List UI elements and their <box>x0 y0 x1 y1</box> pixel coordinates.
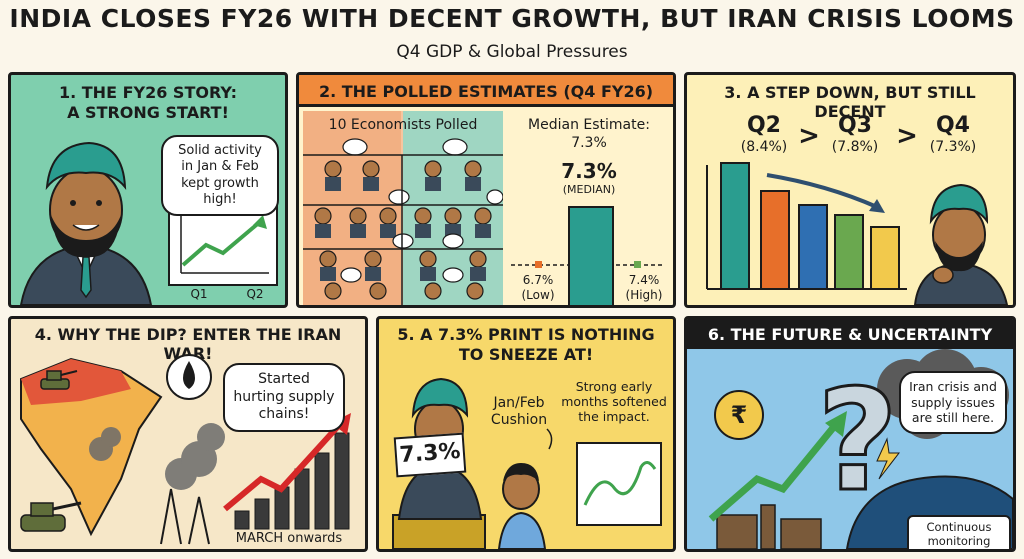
panel-5: 5. A 7.3% PRINT IS NOTHING TO SNEEZE AT!… <box>376 316 676 552</box>
growth-chart-icon <box>168 204 278 286</box>
presenter-illustration <box>19 141 278 305</box>
low-tag: (Low) <box>521 288 555 302</box>
panel-6-speech-bubble: Iran crisis and supply issues are still … <box>899 371 1007 434</box>
factory-icon <box>716 504 822 549</box>
estimate-bar-chart <box>511 206 665 305</box>
rising-bars-icon <box>234 432 350 530</box>
panel-6-title-bar <box>687 319 1013 349</box>
rupee-symbol: ₹ <box>730 401 748 429</box>
median-bar <box>568 206 614 305</box>
panel-1-speech-bubble: Solid activity in Jan & Feb kept growth … <box>161 135 279 216</box>
low-value: 6.7% <box>522 273 554 287</box>
panel-1-chart-x2: Q2 <box>246 287 264 301</box>
page-subtitle: Q4 GDP & Global Pressures <box>396 42 628 62</box>
panel-2-title: 2. THE POLLED ESTIMATES (Q4 FY26) <box>318 82 654 101</box>
panel-3-title: 3. A STEP DOWN, BUT STILL DECENT <box>724 83 976 122</box>
turbaned-man-icon <box>19 141 153 305</box>
gt-symbol-1: > <box>798 121 820 151</box>
panel-4: 4. WHY THE DIP? ENTER THE IRAN WAR! Star… <box>8 316 368 552</box>
panel-5-title-line1: 5. A 7.3% PRINT IS NOTHING <box>397 325 655 344</box>
rupee-coin-icon <box>714 390 764 440</box>
median-heading: Median Estimate: <box>528 117 650 133</box>
panel-5-note: Strong early months softened the impact. <box>561 379 667 424</box>
panel-1-title-line2: A STRONG START! <box>67 103 229 122</box>
panel-1-title-line1: 1. THE FY26 STORY: <box>58 83 237 102</box>
panel-2-title-bar <box>299 75 673 107</box>
panel-3: 3. A STEP DOWN, BUT STILL DECENT Q2 (8.4… <box>684 72 1016 308</box>
green-arrow-icon <box>708 420 840 522</box>
economist-faces-icon <box>314 160 492 300</box>
high-marker <box>634 261 641 268</box>
gt-symbol-2: > <box>896 121 918 151</box>
march-onwards-label: MARCH onwards <box>235 531 343 546</box>
panel-1: 1. THE FY26 STORY: A STRONG START! Solid… <box>8 72 288 308</box>
page-title: INDIA CLOSES FY26 WITH DECENT GROWTH, BU… <box>9 4 1015 33</box>
q4-label: Q4 <box>935 113 970 138</box>
red-arrow-icon <box>223 420 344 512</box>
economists-polled-label: 10 Economists Polled <box>328 117 478 133</box>
q2-label: Q2 <box>746 113 781 138</box>
cushion-label: Jan/Feb Cushion <box>490 395 548 428</box>
q3-label: Q3 <box>837 113 872 138</box>
percent-sign-text: 7.3% <box>398 438 462 469</box>
step-down-chart <box>706 162 1009 305</box>
worried-man-icon <box>497 463 547 549</box>
panel-6-caption: Continuous monitoring required. <box>907 515 1011 549</box>
oil-drop-icon <box>166 354 212 400</box>
economists-portraits <box>303 111 503 305</box>
lightning-icon <box>876 437 901 480</box>
tank-icon <box>20 370 82 532</box>
thinking-man-icon <box>913 183 1009 305</box>
panel-6: 6. THE FUTURE & UNCERTAINTY ? ₹ Iran cri… <box>684 316 1016 552</box>
q2-value: (8.4%) <box>740 139 788 155</box>
thought-bubbles-icon <box>340 138 503 283</box>
high-value: 7.4% <box>628 273 660 287</box>
wave-chart-icon <box>576 442 662 526</box>
panel-2: 2. THE POLLED ESTIMATES (Q4 FY26) <box>296 72 676 308</box>
panel-6-title: 6. THE FUTURE & UNCERTAINTY <box>707 325 993 344</box>
q4-value: (7.3%) <box>929 139 977 155</box>
smoke-icon <box>89 423 225 490</box>
median-tag: (MEDIAN) <box>562 183 616 196</box>
oil-rig-icon <box>160 488 210 545</box>
high-tag: (High) <box>625 288 663 302</box>
podium-icon <box>392 514 486 549</box>
q3-value: (7.8%) <box>831 139 879 155</box>
median-big-value: 7.3% <box>561 159 617 183</box>
panel-1-chart-x1: Q1 <box>190 287 208 301</box>
economists-grid <box>303 111 503 305</box>
celebration-illustration <box>392 377 662 549</box>
panel-4-speech-bubble: Started hurting supply chains! <box>223 363 345 432</box>
iran-war-illustration <box>20 354 351 545</box>
panel-5-title-line2: TO SNEEZE AT! <box>458 345 594 364</box>
median-heading-value: 7.3% <box>571 135 607 151</box>
low-marker <box>535 261 542 268</box>
